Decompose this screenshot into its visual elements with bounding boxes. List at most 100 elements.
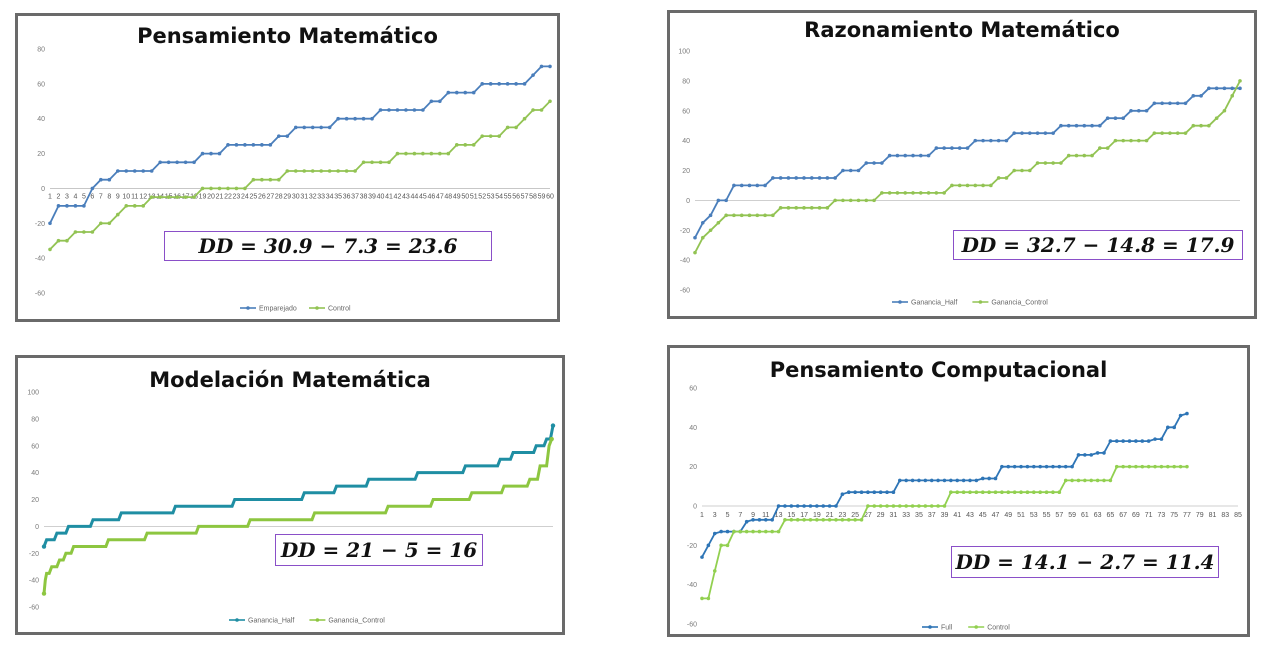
data-point [981,183,985,188]
data-point [319,125,323,130]
data-point [708,228,713,233]
x-tick-label: 79 [1196,512,1204,519]
data-point [834,504,838,508]
x-tick-label: 37 [351,193,359,200]
x-tick-label: 1 [48,193,52,200]
data-point [548,64,552,69]
data-point [1083,453,1087,457]
data-point [1121,116,1126,121]
data-point [898,478,902,483]
data-point [706,596,711,601]
data-point [989,183,993,188]
y-tick-label: 20 [31,497,39,504]
y-tick-label: -20 [687,543,697,550]
x-tick-label: 54 [495,193,503,200]
data-point [1000,490,1004,495]
data-point [751,529,755,534]
data-point [880,191,884,195]
data-point [747,183,752,188]
data-point [48,247,52,252]
data-point [1129,138,1133,143]
x-tick-label: 1 [700,512,704,519]
data-point [747,213,752,218]
x-tick-label: 52 [478,193,486,200]
data-point [770,529,774,534]
data-point [1032,464,1036,469]
data-point [1105,146,1110,150]
data-point [200,186,205,191]
data-point [794,176,799,180]
data-point [234,143,239,147]
data-point [719,529,723,534]
data-point [755,183,760,188]
data-point [1121,464,1125,469]
data-point [1114,439,1119,443]
data-point [1222,86,1227,91]
data-point [480,82,485,86]
data-point [438,99,442,104]
data-point [1020,131,1024,135]
x-tick-label: 11 [762,512,769,519]
data-point [776,529,781,534]
data-point [209,151,213,156]
y-tick-label: -20 [680,228,690,235]
data-point [107,221,112,226]
x-tick-label: 60 [546,193,554,200]
data-point [732,213,736,218]
dd-annotation: DD = 21 − 5 = 16 [275,534,483,566]
data-point [859,517,864,522]
dd-annotation: DD = 30.9 − 7.3 = 23.6 [164,231,492,261]
data-point [1214,86,1219,91]
x-tick-label: 49 [453,193,461,200]
data-point [1166,464,1170,469]
data-point [887,153,892,158]
x-tick-label: 37 [928,512,936,519]
data-point [1172,425,1176,430]
data-point [848,198,853,203]
data-point [1074,123,1079,128]
data-point [1089,478,1094,483]
data-point [973,183,978,188]
x-tick-label: 17 [800,512,808,519]
data-point [783,517,787,522]
x-tick-label: 53 [487,193,495,200]
x-tick-label: 21 [826,512,834,519]
data-point [1057,490,1062,495]
data-point [1136,108,1141,113]
data-point [936,504,940,508]
x-tick-label: 27 [864,512,872,519]
data-point [243,186,247,191]
y-tick-label: -20 [29,551,39,558]
data-point [175,195,179,199]
data-point [90,230,95,234]
data-point [454,143,459,147]
data-point [132,204,137,208]
data-point [1051,464,1055,469]
data-point [904,504,908,508]
data-point [1051,161,1055,165]
data-point [1063,464,1068,469]
chart-title: Pensamiento Computacional [769,358,1108,382]
data-point [251,143,256,147]
data-point [732,183,736,188]
legend-label: Full [941,625,953,632]
data-point [1012,464,1017,469]
data-point [1070,464,1074,469]
y-tick-label: 40 [37,116,45,123]
data-point [885,490,889,495]
x-tick-label: 75 [1170,512,1178,519]
data-point [107,177,112,182]
y-tick-label: 0 [686,198,690,205]
data-point [918,191,923,195]
data-point [480,134,485,138]
legend-label: Ganancia_Half [248,618,294,625]
y-tick-label: 100 [678,49,690,56]
data-point [370,160,374,165]
data-point [1178,413,1183,418]
data-point [73,230,78,234]
data-point [700,235,705,240]
data-point [926,191,931,195]
x-tick-label: 26 [258,193,266,200]
data-point [974,490,979,495]
data-point [744,519,749,524]
